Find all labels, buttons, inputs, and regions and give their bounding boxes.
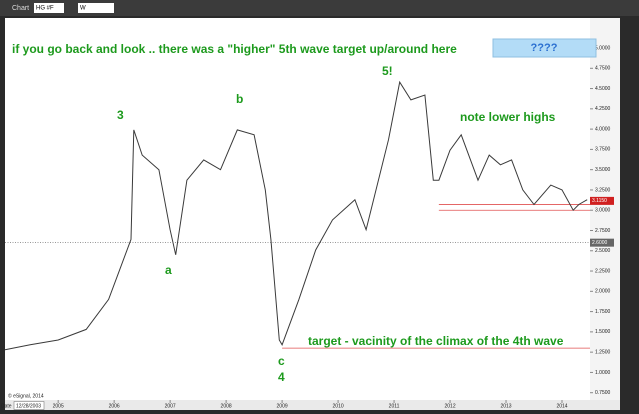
y-tick-label: 4.0000 bbox=[595, 126, 611, 132]
y-tick-label: 3.7500 bbox=[595, 147, 611, 153]
x-tick-label: 2005 bbox=[53, 403, 64, 409]
copyright: © eSignal, 2014 bbox=[8, 392, 44, 399]
x-axis-strip bbox=[5, 400, 620, 410]
y-tick-label: 1.2500 bbox=[595, 349, 611, 355]
x-tick-label: 2006 bbox=[109, 403, 120, 409]
annotation: c bbox=[278, 354, 285, 368]
y-tick-label: 4.5000 bbox=[595, 86, 611, 92]
annotation: 4 bbox=[278, 370, 285, 384]
toolbar bbox=[0, 0, 639, 16]
annotation: a bbox=[165, 263, 172, 277]
y-tick-label: 3.0000 bbox=[595, 208, 611, 214]
y-tick-label: 1.5000 bbox=[595, 329, 611, 335]
x-tick-label: 2013 bbox=[500, 403, 511, 409]
y-tick-label: 2.2500 bbox=[595, 268, 611, 274]
y-tick-label: 1.0000 bbox=[595, 370, 611, 376]
x-tick-label: 2014 bbox=[556, 403, 567, 409]
symbol-box[interactable] bbox=[34, 3, 64, 13]
y-tick-label: 1.7500 bbox=[595, 309, 611, 315]
price-label-box bbox=[590, 238, 614, 247]
annotation: 3 bbox=[117, 108, 124, 122]
price-label: 3.1150 bbox=[592, 198, 607, 204]
x-tick-label: 2011 bbox=[389, 403, 400, 409]
y-tick-label: 3.2500 bbox=[595, 187, 611, 193]
price-line bbox=[4, 80, 588, 351]
x-tick-label: 2010 bbox=[333, 403, 344, 409]
y-tick-label: 5.0000 bbox=[595, 45, 611, 51]
y-tick-label: 3.5000 bbox=[595, 167, 611, 173]
window-title: Chart bbox=[12, 5, 29, 12]
annotation: ???? bbox=[531, 42, 558, 54]
date-label-box bbox=[13, 401, 45, 410]
date-caption: Date bbox=[1, 403, 12, 409]
x-tick-label: 2007 bbox=[165, 403, 176, 409]
annotation: target - vacinity of the climax of the 4… bbox=[308, 334, 564, 348]
annotation: note lower highs bbox=[460, 110, 556, 124]
y-tick-label: 2.0000 bbox=[595, 289, 611, 295]
plot-area bbox=[5, 18, 590, 400]
price-label-box bbox=[590, 196, 614, 205]
x-tick-label: 2012 bbox=[444, 403, 455, 409]
x-tick-label: 2008 bbox=[221, 403, 232, 409]
price-label: 2.6000 bbox=[592, 240, 608, 246]
symbol: HG #F bbox=[36, 6, 54, 12]
annotation: b bbox=[236, 92, 243, 106]
question-box bbox=[492, 38, 597, 58]
y-axis-strip bbox=[590, 18, 620, 400]
y-tick-label: 2.5000 bbox=[595, 248, 611, 254]
interval-box[interactable] bbox=[78, 3, 114, 13]
annotation: if you go back and look .. there was a "… bbox=[12, 42, 457, 56]
date-label: 12/28/2003 bbox=[16, 403, 41, 409]
y-tick-label: 2.7500 bbox=[595, 228, 611, 234]
annotation: 5! bbox=[382, 64, 393, 78]
interval: W bbox=[80, 6, 86, 12]
y-tick-label: 4.7500 bbox=[595, 66, 611, 72]
x-tick-label: 2009 bbox=[277, 403, 288, 409]
y-tick-label: 0.7500 bbox=[595, 390, 611, 396]
y-tick-label: 4.2500 bbox=[595, 106, 611, 112]
